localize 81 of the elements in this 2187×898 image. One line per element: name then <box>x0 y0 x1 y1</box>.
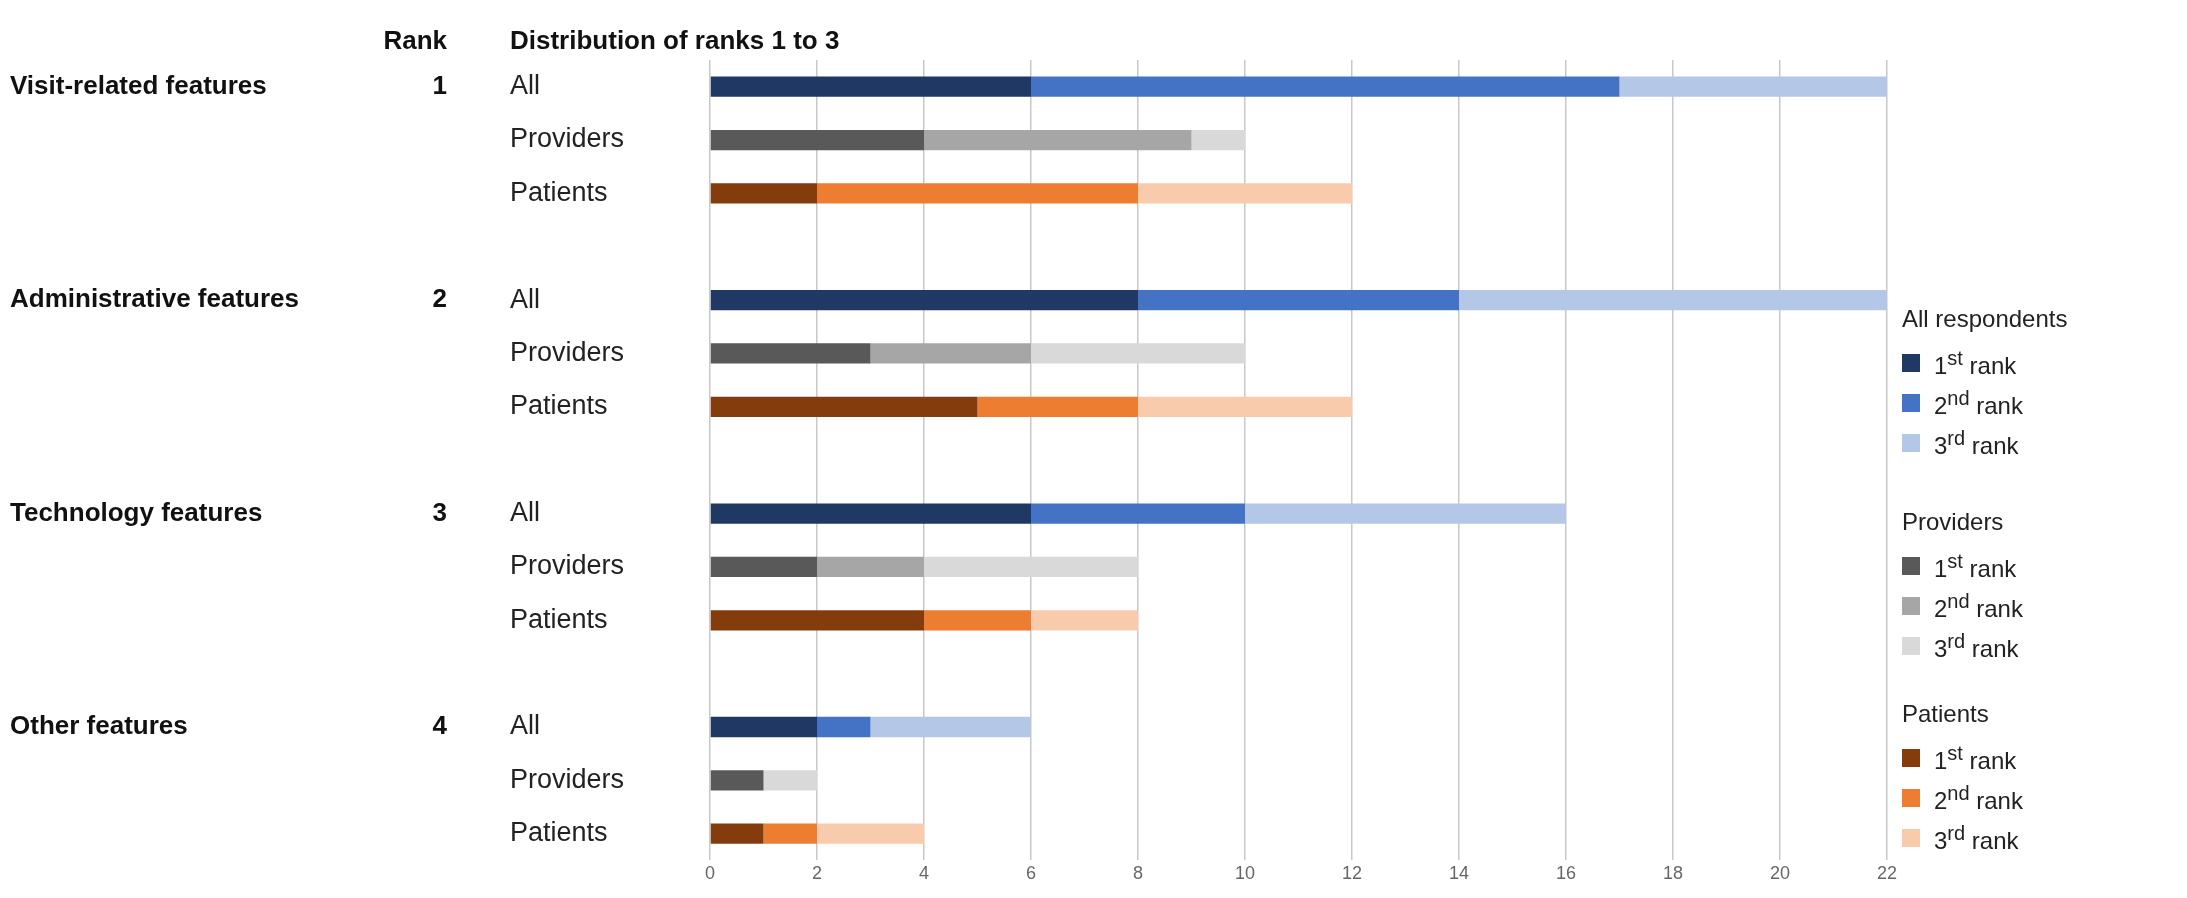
y-tick-label: All <box>510 283 541 314</box>
chart-title: Distribution of ranks 1 to 3 <box>510 25 840 56</box>
x-tick-label: 2 <box>811 863 823 884</box>
text: Administrative features <box>10 283 299 314</box>
bar <box>710 129 924 151</box>
y-tick-label: Providers <box>510 123 625 154</box>
y-tick-label: Providers <box>510 336 625 367</box>
legend-label: 2$^{nd}$ rank <box>1934 386 2023 420</box>
bar <box>710 823 764 844</box>
y-tick-label: All <box>510 497 541 528</box>
x-tick-label: 16 <box>1555 863 1577 884</box>
x-tick-label: 10 <box>1234 863 1256 884</box>
text: 3 <box>432 496 447 527</box>
x-tick-label: 0 <box>704 863 716 884</box>
text: Visit-related features <box>10 69 267 100</box>
x-tick-label: 12 <box>1341 863 1363 884</box>
bar <box>1191 129 1245 151</box>
bar <box>924 129 1192 151</box>
bar <box>817 183 1138 204</box>
x-tick-label: 8 <box>1132 863 1143 884</box>
x-tick-label: 22 <box>1876 863 1897 884</box>
bar <box>710 289 1138 311</box>
legend-label: 1$^{st}$ rank <box>1934 741 2017 775</box>
bar <box>710 556 817 578</box>
legend-label: 1$^{st}$ rank <box>1934 346 2017 380</box>
bar <box>710 610 924 631</box>
bar <box>870 343 1031 364</box>
bar <box>710 183 817 204</box>
y-tick-label: All <box>510 710 541 741</box>
bar <box>710 770 764 791</box>
bar <box>1458 289 1887 311</box>
bar <box>1031 610 1138 631</box>
bar <box>710 503 1031 524</box>
text: Technology features <box>10 496 263 527</box>
bar <box>1244 503 1566 524</box>
bar <box>1031 343 1245 364</box>
x-tick-label: 20 <box>1769 863 1791 884</box>
bar <box>817 556 924 578</box>
y-tick-label: Providers <box>510 763 625 794</box>
legend-label: 2$^{nd}$ rank <box>1934 781 2023 815</box>
legend-title: All respondents <box>1902 305 2069 334</box>
bar <box>1138 183 1352 204</box>
text: Providers <box>1902 508 2005 537</box>
legend-label: 1$^{st}$ rank <box>1934 549 2017 583</box>
bar <box>870 716 1031 738</box>
y-tick-label: Patients <box>510 817 608 848</box>
text: 2 <box>432 283 447 314</box>
bar <box>924 610 1031 631</box>
x-tick-label: 18 <box>1662 863 1684 884</box>
bar <box>763 823 817 844</box>
x-tick-label: 14 <box>1448 863 1470 884</box>
bar <box>977 396 1138 417</box>
bar <box>1138 396 1352 417</box>
bar <box>924 556 1138 578</box>
bar <box>763 770 817 791</box>
legend-label: 3$^{rd}$ rank <box>1934 821 2019 855</box>
legend-label: 3$^{rd}$ rank <box>1934 426 2019 460</box>
legend-label: 2$^{nd}$ rank <box>1934 589 2023 623</box>
bar <box>817 716 871 738</box>
legend-label: 3$^{rd}$ rank <box>1934 629 2019 663</box>
bar <box>1031 503 1245 524</box>
bar <box>710 76 1031 97</box>
y-tick-label: Patients <box>510 390 608 421</box>
x-tick-label: 4 <box>918 863 930 884</box>
bar <box>817 823 924 844</box>
text: 1 <box>432 69 447 100</box>
text: 4 <box>432 710 448 741</box>
bar <box>1138 289 1459 311</box>
text: Other features <box>10 710 188 741</box>
y-tick-label: Providers <box>510 550 625 581</box>
bar <box>710 716 817 738</box>
x-tick-label: 6 <box>1025 863 1036 884</box>
bar <box>710 343 871 364</box>
text: Rank <box>383 25 448 56</box>
y-tick-label: All <box>510 70 541 101</box>
bar <box>1031 76 1620 97</box>
bar <box>1619 76 1887 97</box>
y-tick-label: Patients <box>510 603 608 634</box>
text: Patients <box>1902 700 1990 729</box>
bar <box>710 396 978 417</box>
y-tick-label: Patients <box>510 176 608 207</box>
